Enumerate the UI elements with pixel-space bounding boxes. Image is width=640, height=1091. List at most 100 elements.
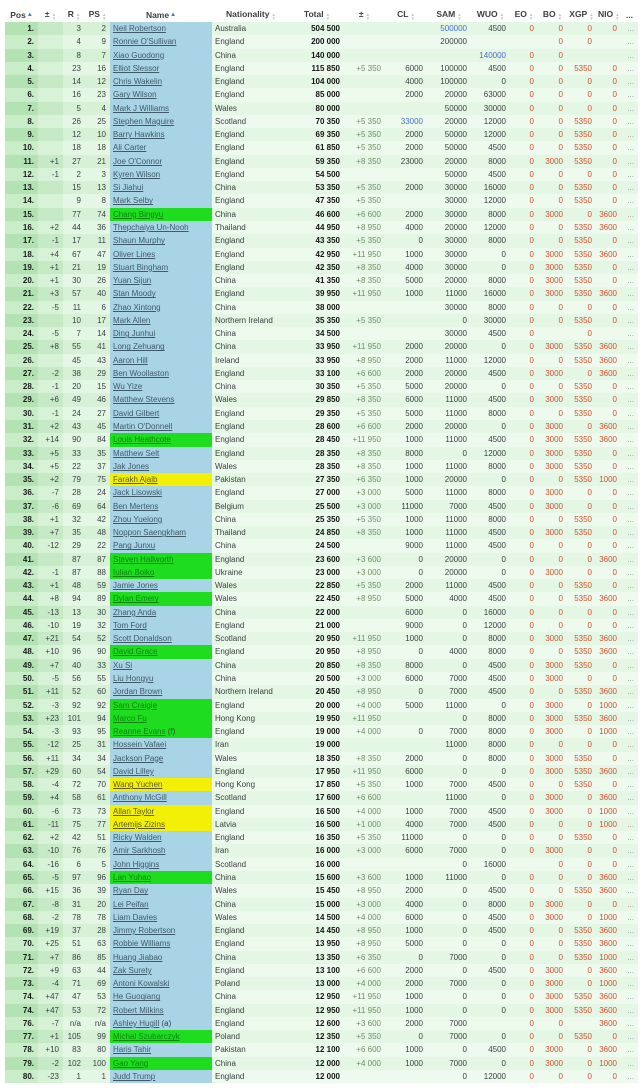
player-link[interactable]: Mark J Williams <box>113 103 169 113</box>
player-link[interactable]: Pang Junxu <box>113 541 156 551</box>
player-link[interactable]: Antoni Kowalski <box>113 979 170 989</box>
player-link[interactable]: Hossein Vafaei <box>113 740 167 750</box>
player-link[interactable]: Jordan Brown <box>113 687 163 697</box>
player-link[interactable]: Zhou Yuelong <box>113 514 163 524</box>
total-change-cell: +11 950 <box>344 340 385 354</box>
col-header-ps[interactable]: PS ▲ ▼ <box>85 8 110 22</box>
player-link[interactable]: Matthew Selt <box>113 448 160 458</box>
player-link[interactable]: Gary Wilson <box>113 90 157 100</box>
col-header-sam[interactable]: SAM ▲ ▼ <box>427 8 471 22</box>
player-link[interactable]: Ronnie O'Sullivan <box>113 37 177 47</box>
ps-cell: 36 <box>85 220 110 235</box>
col-header-cl[interactable]: CL ▲ ▼ <box>385 8 427 22</box>
player-link[interactable]: Robert Milkins <box>113 1005 164 1015</box>
col-header-total[interactable]: Total ▲ ▼ <box>290 8 344 22</box>
player-link[interactable]: Aaron Hill <box>113 355 148 365</box>
col-header-nio[interactable]: NIO ▲ ▼ <box>596 8 621 22</box>
player-link[interactable]: Anthony McGill <box>113 793 167 803</box>
player-link[interactable]: Barry Hawkins <box>113 130 165 140</box>
col-header-r[interactable]: R ▲ ▼ <box>63 8 85 22</box>
player-link[interactable]: Ali Carter <box>113 143 147 153</box>
nationality-cell: China <box>212 539 290 553</box>
player-link[interactable]: Mark Allen <box>113 315 151 325</box>
player-link[interactable]: Michal Szubarczyk <box>113 1032 180 1042</box>
player-link[interactable]: Oliver Lines <box>113 249 156 259</box>
player-link[interactable]: Noppon Saengkham <box>113 528 186 538</box>
pos-cell: 34. <box>5 459 38 474</box>
player-link[interactable]: Tom Ford <box>113 620 147 630</box>
player-link[interactable]: Yuan Sijun <box>113 276 152 286</box>
col-header-name[interactable]: Name▲ <box>110 8 212 22</box>
col-header-xgp[interactable]: XGP ▲ ▼ <box>567 8 596 22</box>
player-link[interactable]: Jamie Jones <box>113 581 158 591</box>
col-header-dt[interactable]: ± ▲ ▼ <box>344 8 385 22</box>
player-link[interactable]: Louis Heathcote <box>113 435 171 445</box>
player-link[interactable]: Gao Yang <box>113 1058 149 1068</box>
player-link[interactable]: Liu Hongyu <box>113 674 154 684</box>
player-link[interactable]: He Guoqiang <box>113 992 161 1002</box>
player-link[interactable]: Dylan Emery <box>113 594 159 604</box>
player-link[interactable]: Martin O'Donnell <box>113 421 173 431</box>
player-link[interactable]: Iulian Boiko <box>113 567 155 577</box>
player-link[interactable]: Steven Hallworth <box>113 554 174 564</box>
player-link[interactable]: Shaun Murphy <box>113 236 166 246</box>
player-link[interactable]: David Lilley <box>113 766 154 776</box>
col-header-eo[interactable]: EO ▲ ▼ <box>510 8 538 22</box>
player-link[interactable]: Marco Fu <box>113 713 147 723</box>
player-link[interactable]: Neil Robertson <box>113 24 166 33</box>
player-link[interactable]: Xiao Guodong <box>113 50 165 60</box>
player-link[interactable]: David Grace <box>113 647 158 657</box>
player-link[interactable]: Jimmy Robertson <box>113 926 176 936</box>
player-link[interactable]: Matthew Stevens <box>113 395 175 405</box>
player-link[interactable]: Joe O'Connor <box>113 156 163 166</box>
player-link[interactable]: Zak Surety <box>113 965 152 975</box>
player-link[interactable]: Si Jiahui <box>113 183 144 193</box>
player-link[interactable]: Kyren Wilson <box>113 169 161 179</box>
player-link[interactable]: Jackson Page <box>113 753 164 763</box>
col-header-bo[interactable]: BO ▲ ▼ <box>538 8 567 22</box>
player-link[interactable]: Ricky Walden <box>113 833 162 843</box>
player-link[interactable]: David Gilbert <box>113 408 160 418</box>
player-link[interactable]: Farakh Ajaib <box>113 475 158 485</box>
player-link[interactable]: Jak Jones <box>113 461 150 471</box>
player-link[interactable]: Scott Donaldson <box>113 634 172 644</box>
player-link[interactable]: Lan Yuhao <box>113 873 152 882</box>
col-header-more[interactable]: ... <box>621 8 638 22</box>
player-link[interactable]: Ben Mertens <box>113 501 159 511</box>
player-link[interactable]: Wu Yize <box>113 382 143 392</box>
player-link[interactable]: Haris Tahir <box>113 1045 152 1055</box>
player-link[interactable]: Wang Yuchen <box>113 780 163 790</box>
player-link[interactable]: Zhang Anda <box>113 607 157 617</box>
player-link[interactable]: Zhao Xintong <box>113 302 161 312</box>
player-link[interactable]: Reanne Evans <box>113 727 166 737</box>
player-link[interactable]: Ding Junhui <box>113 329 156 339</box>
player-link[interactable]: Liam Davies <box>113 912 158 922</box>
player-link[interactable]: Chris Wakelin <box>113 77 163 87</box>
col-header-d[interactable]: ± ▲ ▼ <box>38 8 63 22</box>
player-link[interactable]: Stuart Bingham <box>113 262 169 272</box>
player-link[interactable]: Ashley Hugill <box>113 1018 160 1028</box>
player-link[interactable]: Jack Lisowski <box>113 488 162 498</box>
player-link[interactable]: Stephen Maguire <box>113 116 174 126</box>
player-link[interactable]: Chang Bingyu <box>113 209 164 219</box>
player-link[interactable]: Sam Craigie <box>113 700 158 710</box>
player-link[interactable]: Mark Selby <box>113 196 154 206</box>
col-header-wuo[interactable]: WUO ▲ ▼ <box>471 8 510 22</box>
player-link[interactable]: Huang Jiabao <box>113 952 163 962</box>
player-link[interactable]: Allan Taylor <box>113 806 155 816</box>
player-link[interactable]: Stan Moody <box>113 289 156 299</box>
player-link[interactable]: Thepchaiya Un-Nooh <box>113 222 189 232</box>
player-link[interactable]: John Higgins <box>113 859 160 869</box>
player-link[interactable]: Amir Sarkhosh <box>113 846 166 856</box>
col-header-nat[interactable]: Nationality ▲ ▼ <box>212 8 290 22</box>
player-link[interactable]: Artemijs Zizins <box>113 819 166 829</box>
player-link[interactable]: Elliot Slessor <box>113 63 160 73</box>
player-link[interactable]: Ben Woollaston <box>113 368 169 378</box>
player-link[interactable]: Long Zehuang <box>113 342 165 352</box>
player-link[interactable]: Xu Si <box>113 660 133 670</box>
player-link[interactable]: Ryan Day <box>113 886 149 896</box>
player-link[interactable]: Judd Trump <box>113 1071 156 1081</box>
col-header-pos[interactable]: Pos▲ <box>5 8 38 22</box>
player-link[interactable]: Robbie Williams <box>113 939 171 949</box>
player-link[interactable]: Lei Peifan <box>113 899 149 909</box>
